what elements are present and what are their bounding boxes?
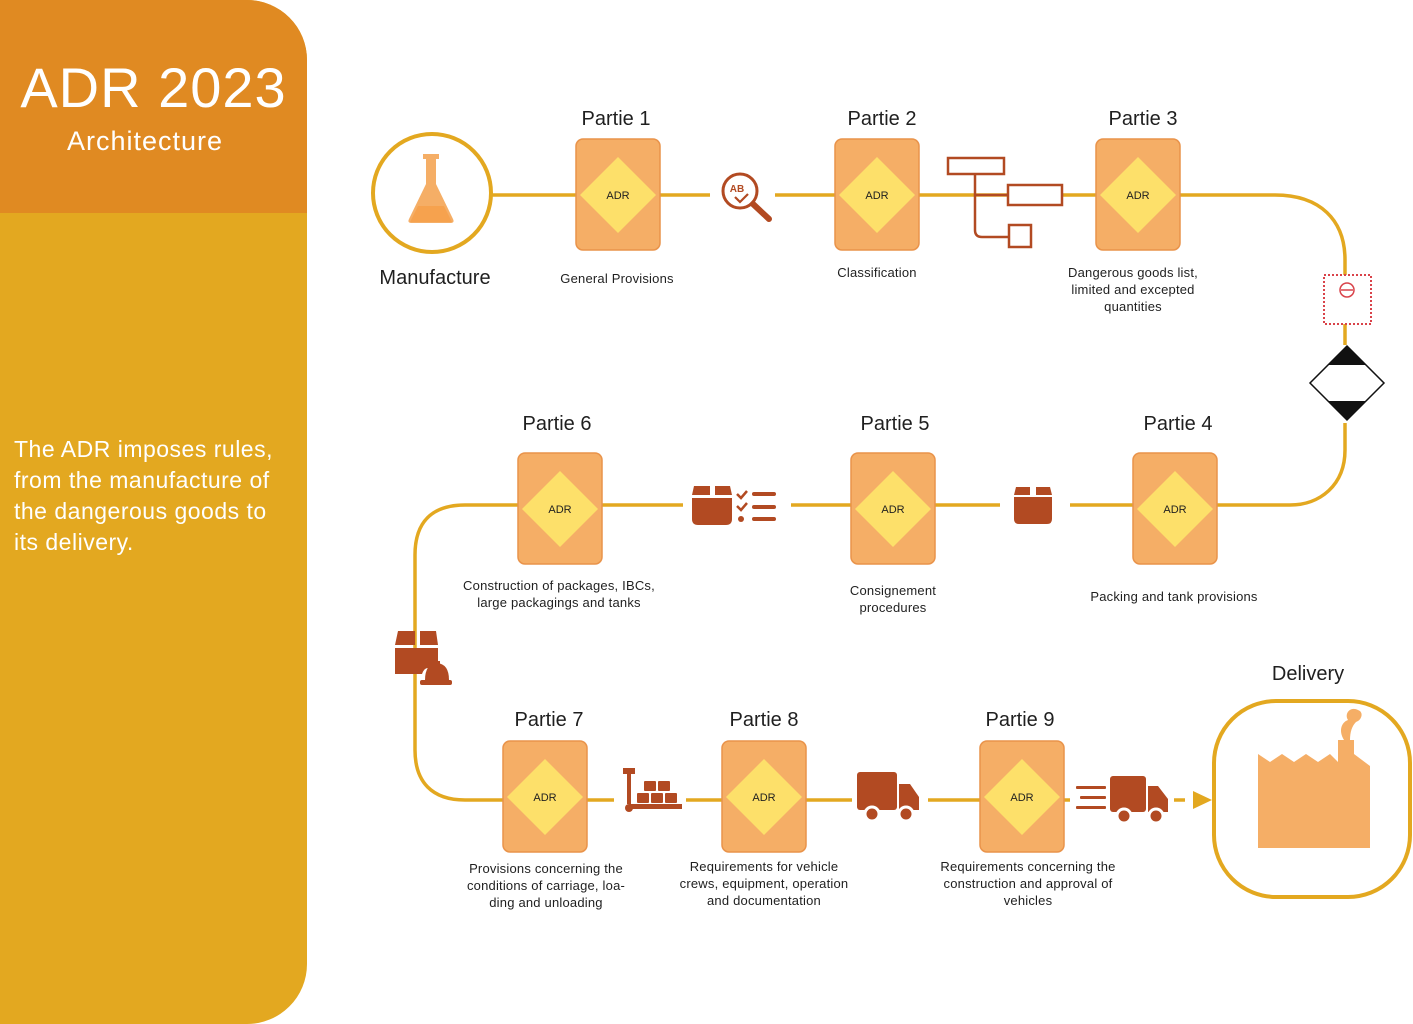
ab-magnifier-icon: AB (710, 168, 775, 222)
part-8-card: ADR (721, 740, 807, 853)
caption-line: conditions of carriage, loa- (466, 878, 626, 893)
adr-diamond (855, 471, 931, 547)
adr-badge-text: ADR (548, 504, 571, 516)
part-3-caption: Dangerous goods list, limited and except… (1023, 264, 1243, 315)
tree-diagram-icon (946, 156, 1064, 249)
svg-text:AB: AB (730, 184, 744, 195)
part-9-card: ADR (979, 740, 1065, 853)
adr-badge-text: ADR (606, 190, 629, 202)
part-2-caption: Classification (767, 264, 987, 281)
pallet-jack-icon (614, 766, 686, 816)
part-6-title: Partie 6 (522, 413, 592, 435)
adr-diamond (1100, 157, 1176, 233)
page-subtitle: Architecture (66, 126, 224, 156)
path-arrowhead (1193, 791, 1212, 809)
flask-icon (408, 154, 454, 223)
box-icon (1000, 480, 1070, 530)
adr-badge-text: ADR (1163, 504, 1186, 516)
caption-line: General Provisions (560, 271, 674, 286)
caption-line: quantities (1104, 299, 1162, 314)
part-8-caption: Requirements for vehicle crews, equipmen… (654, 858, 874, 909)
part-2-title: Partie 2 (847, 108, 917, 130)
part-1-title: Partie 1 (581, 108, 651, 130)
part-7-title: Partie 7 (514, 709, 584, 731)
part-6-caption: Construction of packages, IBCs, large pa… (449, 577, 669, 611)
moving-truck-icon (1070, 768, 1174, 826)
part-3-title: Partie 3 (1108, 108, 1178, 130)
part-5-caption: Consignement procedures (783, 582, 1003, 616)
parts-layer: ADR ADR ADR ADR ADR ADR ADR ADR ADR (502, 138, 1218, 853)
sidebar-description: The ADR imposes rules, from the manufact… (14, 436, 273, 555)
adr-badge-text: ADR (865, 190, 888, 202)
manufacture-node (371, 132, 493, 254)
delivery-node (1212, 699, 1412, 899)
part-1-caption: General Provisions (507, 270, 727, 287)
caption-line: Construction of packages, IBCs, (463, 578, 655, 593)
adr-badge-text: ADR (881, 504, 904, 516)
adr-diamond (726, 759, 802, 835)
adr-diamond (522, 471, 598, 547)
caption-line: Requirements concerning the (940, 859, 1116, 874)
adr-badge-text: ADR (1010, 792, 1033, 804)
caption-line: Classification (837, 265, 917, 280)
adr-diamond (1137, 471, 1213, 547)
part-4-caption: Packing and tank provisions (1064, 588, 1284, 605)
part-5-card: ADR (850, 452, 936, 565)
caption-line: Consignement (849, 583, 937, 598)
caption-line: Packing and tank provisions (1090, 589, 1258, 604)
sidebar-header (0, 0, 307, 213)
part-9-caption: Requirements concerning the construction… (918, 858, 1138, 909)
caption-line: Provisions concerning the (469, 861, 623, 876)
part-5-title: Partie 5 (860, 413, 930, 435)
hazard-diamond-icon (1305, 344, 1387, 423)
truck-icon (852, 768, 928, 826)
caption-line: Requirements for vehicle (689, 859, 839, 874)
box-helmet-icon (395, 631, 452, 685)
part-4-title: Partie 4 (1143, 413, 1213, 435)
adr-diamond (984, 759, 1060, 835)
adr-diamond (580, 157, 656, 233)
caption-line: and documentation (707, 893, 821, 908)
caption-line: ding and unloading (489, 895, 603, 910)
caption-line: construction and approval of (943, 876, 1113, 891)
delivery-label: Delivery (1271, 663, 1345, 685)
caption-line: crews, equipment, operation (679, 876, 849, 891)
part-7-caption: Provisions concerning the conditions of … (436, 860, 656, 911)
adr-diamond (507, 759, 583, 835)
sidebar: ADR 2023 Architecture The ADR imposes ru… (0, 0, 307, 1024)
caption-line: large packagings and tanks (477, 595, 641, 610)
part-1-card: ADR (575, 138, 661, 251)
caption-line: Dangerous goods list, (1068, 265, 1198, 280)
adr-diamond (839, 157, 915, 233)
part-9-title: Partie 9 (985, 709, 1055, 731)
part-8-title: Partie 8 (729, 709, 799, 731)
part-2-card: ADR (834, 138, 920, 251)
caption-line: limited and excepted (1071, 282, 1195, 297)
manufacture-label: Manufacture (379, 267, 491, 289)
stamp-icon (1323, 274, 1372, 325)
page-title: ADR 2023 (20, 56, 287, 119)
factory-icon (1258, 708, 1370, 848)
part-6-card: ADR (517, 452, 603, 565)
part-4-card: ADR (1132, 452, 1218, 565)
caption-line: procedures (859, 600, 927, 615)
adr-badge-text: ADR (1126, 190, 1149, 202)
caption-line: vehicles (1003, 893, 1053, 908)
adr-badge-text: ADR (533, 792, 556, 804)
box-checklist-icon (683, 480, 791, 530)
part-7-card: ADR (502, 740, 588, 853)
part-3-card: ADR (1095, 138, 1181, 251)
adr-badge-text: ADR (752, 792, 775, 804)
